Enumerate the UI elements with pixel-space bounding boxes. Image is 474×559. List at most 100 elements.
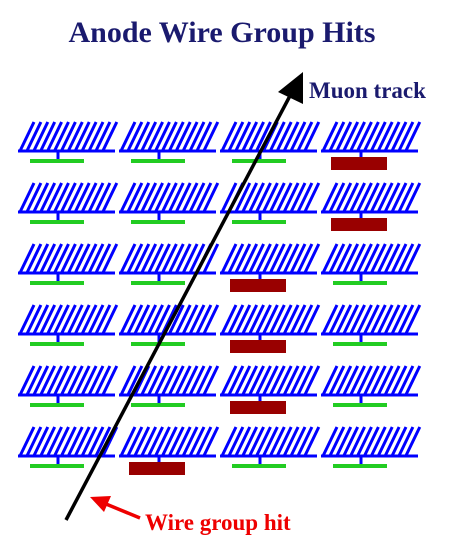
anode-wire (174, 243, 192, 274)
anode-wire (376, 426, 394, 457)
anode-wire (234, 182, 252, 213)
anode-wire (174, 365, 192, 396)
anode-wire (39, 426, 57, 457)
anode-wire (53, 304, 70, 335)
anode-wire (275, 121, 293, 152)
anode-wire (25, 121, 43, 152)
muon-track-label: Muon track (309, 78, 426, 103)
anode-wire (202, 304, 220, 335)
anode-wire (53, 426, 70, 457)
wire-group-hits (129, 157, 387, 475)
wire-group (18, 243, 119, 285)
anode-wire (167, 121, 185, 152)
wire-group (220, 121, 321, 163)
anode-wire (376, 304, 394, 335)
anode-wire (289, 365, 307, 396)
anode-wire (161, 243, 178, 274)
anode-wire (73, 182, 91, 213)
anode-wire (80, 365, 98, 396)
anode-wire (220, 304, 238, 335)
anode-wire (369, 304, 387, 335)
wire-group (18, 304, 119, 346)
anode-wire (397, 426, 415, 457)
anode-wire (296, 365, 314, 396)
anode-wire (328, 304, 346, 335)
anode-wire (390, 365, 408, 396)
anode-wire (404, 426, 422, 457)
anode-wire (397, 182, 415, 213)
anode-wire (321, 426, 339, 457)
anode-wire (154, 243, 171, 274)
anode-wire (39, 182, 57, 213)
wire-group (18, 365, 119, 407)
anode-wire (18, 243, 36, 274)
anode-wire (126, 243, 144, 274)
anode-wire (349, 243, 366, 274)
anode-wire (328, 426, 346, 457)
anode-wire (227, 121, 245, 152)
anode-wire (289, 121, 307, 152)
anode-wire (356, 426, 373, 457)
wire-plane-4 (18, 304, 422, 346)
anode-wire (342, 182, 360, 213)
anode-wire (73, 243, 91, 274)
anode-wire (356, 121, 373, 152)
wire-group (18, 121, 119, 163)
anode-wire (60, 304, 77, 335)
anode-wire (241, 304, 259, 335)
anode-wire (46, 304, 63, 335)
anode-wire (282, 426, 300, 457)
anode-wire (39, 243, 57, 274)
wire-plane-1 (18, 121, 422, 163)
anode-wire (383, 426, 401, 457)
anode-wire (376, 243, 394, 274)
anode-wire (147, 426, 164, 457)
anode-wire (282, 182, 300, 213)
anode-wire (342, 121, 360, 152)
anode-wire (369, 182, 387, 213)
anode-wire (342, 304, 360, 335)
anode-wire (275, 243, 293, 274)
anode-wire (167, 243, 185, 274)
anode-wire (356, 182, 373, 213)
anode-wire (255, 365, 272, 396)
anode-wire (296, 121, 314, 152)
anode-wire (335, 365, 353, 396)
anode-wire (60, 365, 77, 396)
muon-track-line (64, 91, 294, 521)
anode-wire (161, 121, 178, 152)
anode-wire (133, 426, 151, 457)
anode-wire (25, 304, 43, 335)
anode-wire (220, 426, 238, 457)
anode-wire (195, 121, 213, 152)
anode-wire (195, 182, 213, 213)
anode-wire (140, 304, 158, 335)
anode-wire (342, 426, 360, 457)
anode-wire (369, 243, 387, 274)
anode-wire (87, 243, 105, 274)
anode-wire (241, 426, 259, 457)
anode-wire (80, 182, 98, 213)
anode-wire (94, 304, 112, 335)
anode-wire (94, 243, 112, 274)
anode-wire (227, 426, 245, 457)
anode-wire (60, 182, 77, 213)
anode-wire (335, 121, 353, 152)
wire-group-hit (230, 401, 286, 414)
anode-wire (181, 243, 199, 274)
wire-group (321, 304, 422, 346)
anode-wire (303, 304, 321, 335)
anode-wire (383, 365, 401, 396)
up-right-arrowhead-icon (278, 72, 303, 104)
anode-wire (234, 304, 252, 335)
anode-wire (73, 426, 91, 457)
anode-wire (328, 121, 346, 152)
anode-wire (87, 304, 105, 335)
anode-wire (255, 182, 272, 213)
anode-wire (161, 182, 178, 213)
anode-wire (140, 426, 158, 457)
anode-wire (66, 243, 84, 274)
anode-wire (248, 243, 265, 274)
wire-group-hit (331, 218, 387, 231)
anode-wire (328, 243, 346, 274)
